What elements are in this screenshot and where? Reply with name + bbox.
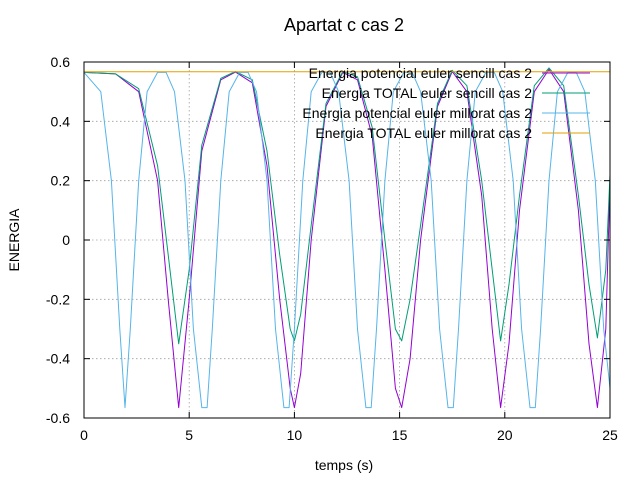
y-tick-label: 0	[62, 232, 70, 248]
x-axis-label: temps (s)	[315, 457, 373, 473]
y-tick-label: -0.6	[46, 410, 70, 426]
y-tick-label: 0.2	[51, 173, 71, 189]
x-tick-label: 0	[80, 427, 88, 443]
x-tick-label: 25	[602, 427, 618, 443]
y-tick-label: -0.4	[46, 351, 70, 367]
x-tick-label: 10	[287, 427, 303, 443]
series-line-1	[83, 68, 611, 409]
grid	[84, 62, 610, 418]
series-line-2	[83, 67, 611, 345]
x-tick-label: 5	[185, 427, 193, 443]
legend: Energia potencial euler sencill cas 2 Ene…	[302, 65, 590, 141]
y-tick-label: 0.4	[51, 113, 71, 129]
legend-label-3: Energia potencial euler millorat cas 2	[302, 105, 532, 121]
series-line-3	[83, 71, 611, 409]
legend-label-4: Energia TOTAL euler millorat cas 2	[315, 125, 532, 141]
legend-label-1: Energia potencial euler sencill cas 2	[309, 65, 533, 81]
series-group	[83, 67, 611, 409]
axis-ticks: 0 5 10 15 20 25 -0.6 -0.4 -0.2 0 0.2 0.4 0.6	[46, 54, 618, 443]
chart-title: Apartat c cas 2	[284, 15, 404, 35]
y-tick-label: -0.2	[46, 291, 70, 307]
x-tick-label: 20	[497, 427, 513, 443]
y-tick-label: 0.6	[51, 54, 71, 70]
legend-label-2: Energia TOTAL euler sencill cas 2	[322, 85, 533, 101]
x-tick-label: 15	[392, 427, 408, 443]
y-axis-label: ENERGIA	[6, 208, 22, 272]
